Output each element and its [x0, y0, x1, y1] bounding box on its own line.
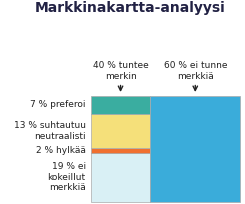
Text: 60 % ei tunne
merkkiä: 60 % ei tunne merkkiä	[163, 61, 227, 81]
Bar	[91, 148, 150, 153]
Text: 40 % tuntee
merkin: 40 % tuntee merkin	[93, 61, 148, 81]
Text: 13 % suhtautuu
neutraalisti: 13 % suhtautuu neutraalisti	[14, 121, 86, 141]
Bar	[91, 153, 150, 202]
Text: 2 % hylkää: 2 % hylkää	[36, 146, 86, 155]
Bar	[91, 96, 150, 114]
Bar	[150, 96, 240, 202]
Text: 19 % ei
kokeillut
merkkiä: 19 % ei kokeillut merkkiä	[48, 162, 86, 192]
Text: 7 % preferoi: 7 % preferoi	[30, 100, 86, 109]
Bar	[91, 114, 150, 148]
Text: Markkinakartta-analyysi: Markkinakartta-analyysi	[35, 1, 225, 15]
